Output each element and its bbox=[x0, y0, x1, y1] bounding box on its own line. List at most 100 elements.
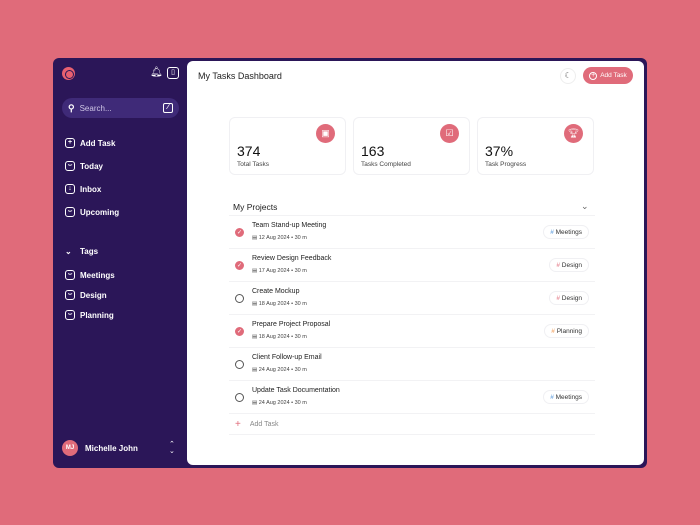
tag-label: Planning bbox=[556, 328, 582, 335]
nav-label: Today bbox=[80, 161, 103, 171]
stat-value: 37% bbox=[485, 143, 514, 159]
task-meta: ▤ 18 Aug 2024 • 30 m bbox=[252, 334, 307, 340]
nav-today[interactable]: ⌣ Today bbox=[65, 161, 103, 171]
user-name: Michelle John bbox=[85, 443, 138, 453]
plus-icon: + bbox=[235, 418, 241, 430]
sidebar-toggle-icon[interactable]: ▯ bbox=[167, 67, 179, 79]
stat-label: Task Progress bbox=[485, 161, 527, 168]
nav-upcoming[interactable]: ⌣ Upcoming bbox=[65, 207, 119, 217]
checkbox[interactable] bbox=[235, 294, 244, 303]
tag-label: Design bbox=[561, 295, 582, 302]
sidebar: 🔔︎ ▯ ⚲ Search... ∕ + Add Task ⌣ Today ↓ Inb… bbox=[53, 58, 187, 468]
tag-icon: ⌣ bbox=[65, 290, 75, 300]
stat-label: Tasks Completed bbox=[361, 161, 411, 168]
inbox-icon: ⌣ bbox=[65, 207, 75, 217]
stat-value: 374 bbox=[237, 143, 261, 159]
check-square-icon: ☑ bbox=[440, 124, 459, 143]
hash-icon: # bbox=[556, 262, 560, 269]
calendar-icon: ▤ bbox=[252, 334, 258, 340]
checkbox[interactable] bbox=[235, 393, 244, 402]
task-date: 17 Aug 2024 • 30 m bbox=[258, 268, 307, 274]
hash-icon: # bbox=[551, 328, 555, 335]
tags-toggle[interactable]: ⌄ Tags bbox=[65, 247, 98, 256]
calendar-icon: ▤ bbox=[252, 268, 258, 274]
checkbox[interactable]: ✓ bbox=[235, 261, 244, 270]
task-row[interactable]: ✓ Team Stand-up Meeting ▤ 12 Aug 2024 • … bbox=[229, 215, 595, 248]
task-name: Create Mockup bbox=[252, 288, 300, 295]
plus-circle-icon: + bbox=[589, 71, 598, 80]
calendar-icon: ▤ bbox=[252, 400, 258, 406]
add-task-label: Add Task bbox=[249, 420, 279, 428]
task-row[interactable]: Client Follow-up Email ▤ 24 Aug 2024 • 3… bbox=[229, 347, 595, 380]
tag-badge[interactable]: # Meetings bbox=[543, 225, 589, 239]
tag-label: Meetings bbox=[80, 270, 115, 280]
nav-inbox[interactable]: ↓ Inbox bbox=[65, 184, 101, 194]
tag-badge[interactable]: # Meetings bbox=[543, 390, 589, 404]
checkbox[interactable] bbox=[235, 360, 244, 369]
task-name: Review Design Feedback bbox=[252, 255, 332, 262]
add-task-row[interactable]: + Add Task bbox=[229, 413, 595, 435]
stat-value: 163 bbox=[361, 143, 385, 159]
logo-icon bbox=[62, 67, 75, 80]
tag-design[interactable]: ⌣ Design bbox=[65, 290, 107, 300]
task-row[interactable]: ✓ Review Design Feedback ▤ 17 Aug 2024 •… bbox=[229, 248, 595, 281]
task-meta: ▤ 17 Aug 2024 • 30 m bbox=[252, 268, 307, 274]
stat-card-progress: 🏆︎ 37% Task Progress bbox=[477, 117, 594, 175]
avatar: MJ bbox=[62, 440, 78, 456]
bell-icon[interactable]: 🔔︎ bbox=[150, 67, 163, 78]
user-profile[interactable]: MJ Michelle John bbox=[62, 440, 138, 456]
tag-icon: ⌣ bbox=[65, 310, 75, 320]
inbox-icon: ⌣ bbox=[65, 161, 75, 171]
task-meta: ▤ 24 Aug 2024 • 30 m bbox=[252, 367, 307, 373]
task-date: 24 Aug 2024 • 30 m bbox=[258, 400, 307, 406]
tag-badge[interactable]: # Design bbox=[549, 291, 589, 305]
chevron-down-icon[interactable]: ⌄ bbox=[581, 201, 589, 211]
task-row[interactable]: ✓ Prepare Project Proposal ▤ 18 Aug 2024… bbox=[229, 314, 595, 347]
inbox-download-icon: ↓ bbox=[65, 184, 75, 194]
moon-icon[interactable]: ☾ bbox=[560, 68, 576, 84]
tag-meetings[interactable]: ⌣ Meetings bbox=[65, 270, 115, 280]
tags-label: Tags bbox=[80, 247, 99, 256]
app-window: 🔔︎ ▯ ⚲ Search... ∕ + Add Task ⌣ Today ↓ Inb… bbox=[53, 58, 647, 468]
edit-icon[interactable]: ∕ bbox=[163, 103, 173, 113]
calendar-icon: ▤ bbox=[252, 367, 258, 373]
task-meta: ▤ 24 Aug 2024 • 30 m bbox=[252, 400, 307, 406]
stat-card-completed: ☑ 163 Tasks Completed bbox=[353, 117, 470, 175]
task-name: Prepare Project Proposal bbox=[252, 321, 331, 328]
calendar-icon: ▤ bbox=[252, 301, 258, 307]
page-title: My Tasks Dashboard bbox=[198, 71, 282, 81]
tag-label: Meetings bbox=[555, 229, 582, 236]
projects-title: My Projects bbox=[233, 202, 278, 212]
stat-label: Total Tasks bbox=[237, 161, 270, 168]
nav-label: Add Task bbox=[80, 138, 116, 148]
add-task-button[interactable]: + Add Task bbox=[583, 67, 633, 84]
chevron-up-down-icon[interactable]: ⌃ ⌄ bbox=[169, 441, 175, 455]
main-panel: My Tasks Dashboard ☾ + Add Task ▣ 374 Total… bbox=[187, 61, 644, 465]
task-row[interactable]: Update Task Documentation ▤ 24 Aug 2024 … bbox=[229, 380, 595, 413]
task-date: 24 Aug 2024 • 30 m bbox=[258, 367, 307, 373]
task-date: 18 Aug 2024 • 30 m bbox=[258, 334, 307, 340]
nav-label: Upcoming bbox=[80, 207, 120, 217]
tag-badge[interactable]: # Planning bbox=[544, 324, 589, 338]
chevron-down-icon: ⌄ bbox=[65, 247, 72, 256]
trophy-icon: 🏆︎ bbox=[564, 124, 583, 143]
tag-badge[interactable]: # Design bbox=[549, 258, 589, 272]
tag-label: Planning bbox=[80, 310, 114, 320]
tag-icon: ⌣ bbox=[65, 270, 75, 280]
task-name: Update Task Documentation bbox=[252, 387, 340, 394]
nav-add-task[interactable]: + Add Task bbox=[65, 138, 115, 148]
task-date: 12 Aug 2024 • 30 m bbox=[258, 235, 307, 241]
tag-planning[interactable]: ⌣ Planning bbox=[65, 310, 114, 320]
task-list: ✓ Team Stand-up Meeting ▤ 12 Aug 2024 • … bbox=[229, 215, 595, 435]
hash-icon: # bbox=[550, 394, 554, 401]
calendar-icon: ▣ bbox=[316, 124, 335, 143]
tag-label: Design bbox=[561, 262, 582, 269]
hash-icon: # bbox=[556, 295, 560, 302]
task-row[interactable]: Create Mockup ▤ 18 Aug 2024 • 30 m # Des… bbox=[229, 281, 595, 314]
checkbox[interactable]: ✓ bbox=[235, 327, 244, 336]
search-input[interactable]: ⚲ Search... ∕ bbox=[62, 98, 179, 118]
task-name: Team Stand-up Meeting bbox=[252, 222, 327, 229]
checkbox[interactable]: ✓ bbox=[235, 228, 244, 237]
tag-label: Meetings bbox=[555, 394, 582, 401]
task-meta: ▤ 12 Aug 2024 • 30 m bbox=[252, 235, 307, 241]
